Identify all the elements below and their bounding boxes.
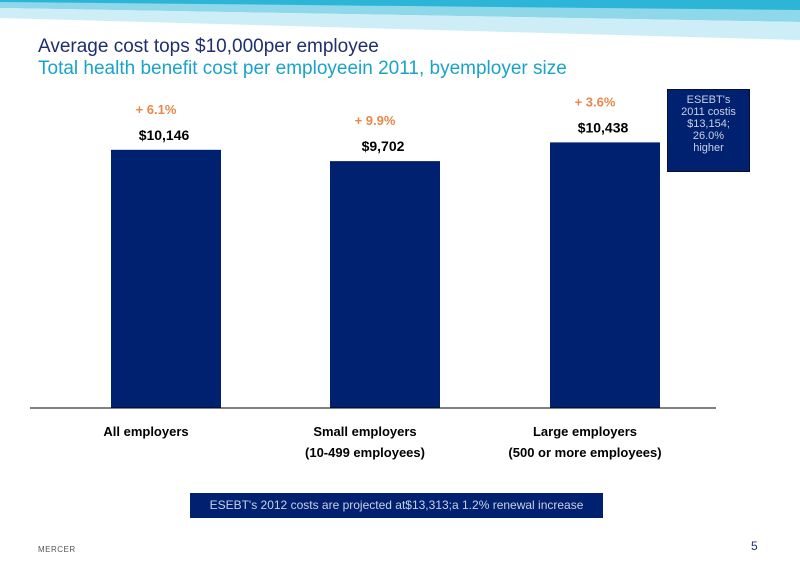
category-label: (10-499 employees) <box>305 445 425 460</box>
category-label: Large employers <box>533 424 637 439</box>
callout-line: $13,154; <box>687 118 730 130</box>
callout-line: 26.0% <box>692 130 725 142</box>
bar <box>330 161 440 408</box>
callout-line: ESEBT's <box>686 94 731 106</box>
callout-line: higher <box>693 142 724 154</box>
value-label: $9,702 <box>362 138 405 154</box>
page-subtitle: Total health benefit cost per employeein… <box>38 58 567 79</box>
page-title: Average cost tops $10,000per employee <box>38 36 379 57</box>
category-label: All employers <box>103 424 188 439</box>
change-label: + 3.6% <box>575 94 616 109</box>
value-label: $10,146 <box>139 127 190 143</box>
header-banner <box>0 0 800 40</box>
projection-note: ESEBT's 2012 costs are projected at$13,3… <box>190 493 603 518</box>
page-number: 5 <box>751 539 758 553</box>
change-label: + 9.9% <box>355 113 396 128</box>
change-label: + 6.1% <box>136 102 177 117</box>
bar <box>550 142 660 408</box>
category-label: (500 or more employees) <box>508 445 661 460</box>
bar <box>111 149 221 408</box>
value-label: $10,438 <box>578 119 629 135</box>
callout-line: 2011 costis <box>681 106 736 118</box>
category-label: Small employers <box>313 424 416 439</box>
bar-chart: $10,146 + 6.1% All employers $9,702 + 9.9% Sm… <box>30 94 716 460</box>
callout-box: ESEBT's 2011 costis $13,154; 26.0% highe… <box>667 89 750 172</box>
footer-logo-text: MERCER <box>38 545 76 554</box>
